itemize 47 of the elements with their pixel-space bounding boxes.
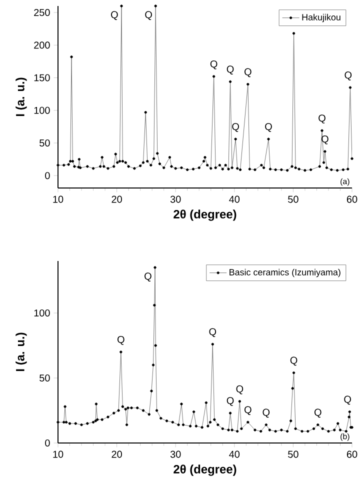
annotation: Q <box>344 396 351 405</box>
annotation: Q <box>145 11 152 20</box>
annotation: Q <box>244 68 252 78</box>
annotation: Q <box>226 66 234 74</box>
annotation: Q <box>111 11 118 20</box>
x-tick-label: 30 <box>170 196 181 203</box>
annotation: Q <box>322 135 328 144</box>
legend-label: Hakujikou <box>302 14 340 22</box>
y-tick-label: 100 <box>34 106 50 114</box>
y-tick-label: 50 <box>40 139 50 147</box>
x-tick-label: 50 <box>288 450 298 458</box>
annotation: Q <box>232 123 239 132</box>
x-tick-label: 60 <box>346 196 358 203</box>
legend-label: Basic ceramics (Izumiyama) <box>230 268 340 278</box>
x-tick-label: 20 <box>112 450 122 458</box>
x-axis-title: 2θ (degree) <box>174 210 236 221</box>
y-axis-title: I (a. u.) <box>16 332 27 372</box>
annotation: Q <box>209 328 216 338</box>
x-tick-label: 20 <box>112 196 122 203</box>
y-tick-label: 0 <box>45 439 50 447</box>
x-tick-label: 60 <box>346 450 358 458</box>
y-tick-label: 250 <box>34 8 50 16</box>
x-tick-label: 10 <box>53 196 64 203</box>
annotation: Q <box>344 72 352 80</box>
annotation: Q <box>290 356 298 366</box>
y-tick-label: 200 <box>34 42 50 49</box>
annotation: Q <box>144 272 152 282</box>
y-tick-label: 100 <box>34 309 50 317</box>
annotation: Q <box>236 385 244 394</box>
y-tick-label: 50 <box>40 374 50 382</box>
annotation: Q <box>265 123 272 132</box>
x-tick-label: 40 <box>229 196 240 203</box>
x-tick-label: 10 <box>53 450 64 458</box>
annotation: Q <box>210 60 218 70</box>
annotation: Q <box>118 336 124 345</box>
y-tick-label: 150 <box>34 74 50 82</box>
annotation: Q <box>262 408 270 418</box>
y-tick-label: 0 <box>45 172 50 180</box>
x-axis-title: 2θ (degree) <box>174 464 236 476</box>
annotation: Q <box>244 406 252 416</box>
annotation: Q <box>318 114 326 124</box>
annotation: Q <box>314 408 322 418</box>
x-tick-label: 30 <box>170 450 181 458</box>
y-axis-title: I (a. u.) <box>16 78 27 116</box>
x-tick-label: 40 <box>229 450 240 458</box>
x-tick-label: 50 <box>288 196 298 203</box>
annotation: Q <box>226 397 234 406</box>
